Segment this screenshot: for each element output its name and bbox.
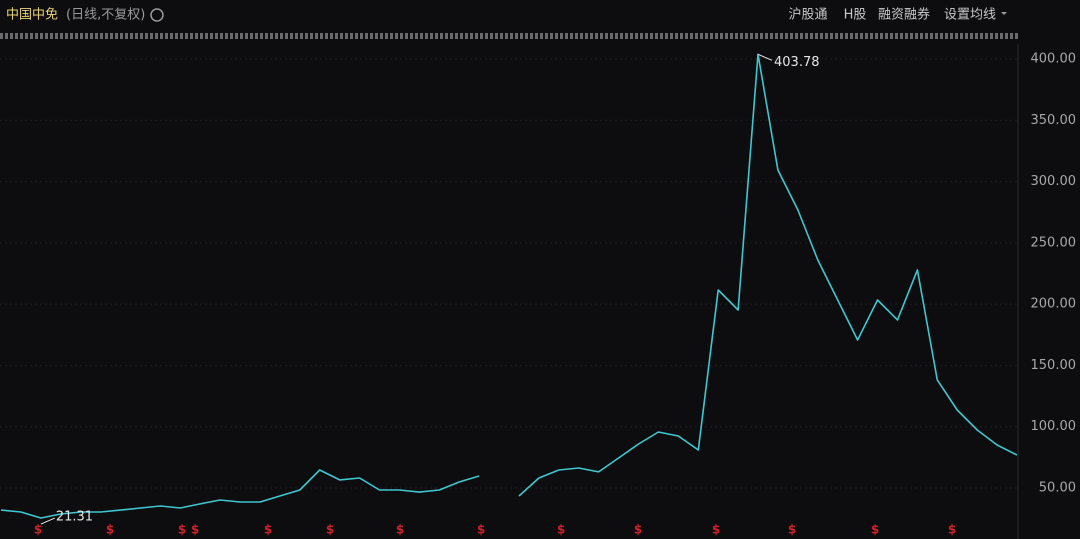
y-tick-label: 200.00 — [1031, 297, 1077, 312]
toolbar-item[interactable]: 沪股通 — [788, 7, 827, 23]
dividend-markers: $ $ $ $ $ $ $ $ $ $ $ $ $ $ — [34, 523, 956, 537]
y-tick-label: 150.00 — [1031, 358, 1077, 373]
dividend-marker: $ — [326, 523, 334, 537]
min-pointer — [40, 517, 56, 525]
dividend-marker: $ — [557, 523, 565, 537]
toolbar-item[interactable]: 融资融券 — [878, 7, 930, 23]
dividend-marker: $ — [712, 523, 720, 537]
y-tick-label: 100.00 — [1031, 419, 1077, 434]
settings-icon[interactable] — [150, 8, 164, 22]
y-tick-label: 400.00 — [1031, 51, 1077, 66]
toolbar-item[interactable]: H股 — [844, 8, 867, 23]
dividend-marker: $ — [34, 523, 42, 537]
dividend-marker: $ — [477, 523, 485, 537]
y-tick-label: 250.00 — [1031, 235, 1077, 250]
dividend-marker: $ — [788, 523, 796, 537]
dividend-marker: $ — [871, 523, 879, 537]
dividend-marker: $ — [264, 523, 272, 537]
dividend-marker: $ — [178, 523, 186, 537]
y-tick-label: 300.00 — [1031, 174, 1077, 189]
y-tick-label: 50.00 — [1039, 481, 1076, 496]
dividend-marker: $ — [948, 523, 956, 537]
dropdown-arrow — [1001, 12, 1007, 15]
max-label: 403.78 — [774, 55, 820, 70]
dividend-marker: $ — [396, 523, 404, 537]
y-tick-label: 350.00 — [1031, 113, 1077, 128]
min-label: 21.31 — [56, 510, 93, 525]
dividend-marker: $ — [634, 523, 642, 537]
price-line — [0, 53, 1018, 519]
dividend-marker: $ — [191, 523, 199, 537]
chart-mode: (日线,不复权) — [66, 7, 145, 23]
dividend-marker: $ — [106, 523, 114, 537]
stock-name: 中国中免 — [6, 8, 58, 23]
toolbar-item[interactable]: 设置均线 — [944, 8, 996, 23]
max-pointer — [757, 53, 773, 61]
